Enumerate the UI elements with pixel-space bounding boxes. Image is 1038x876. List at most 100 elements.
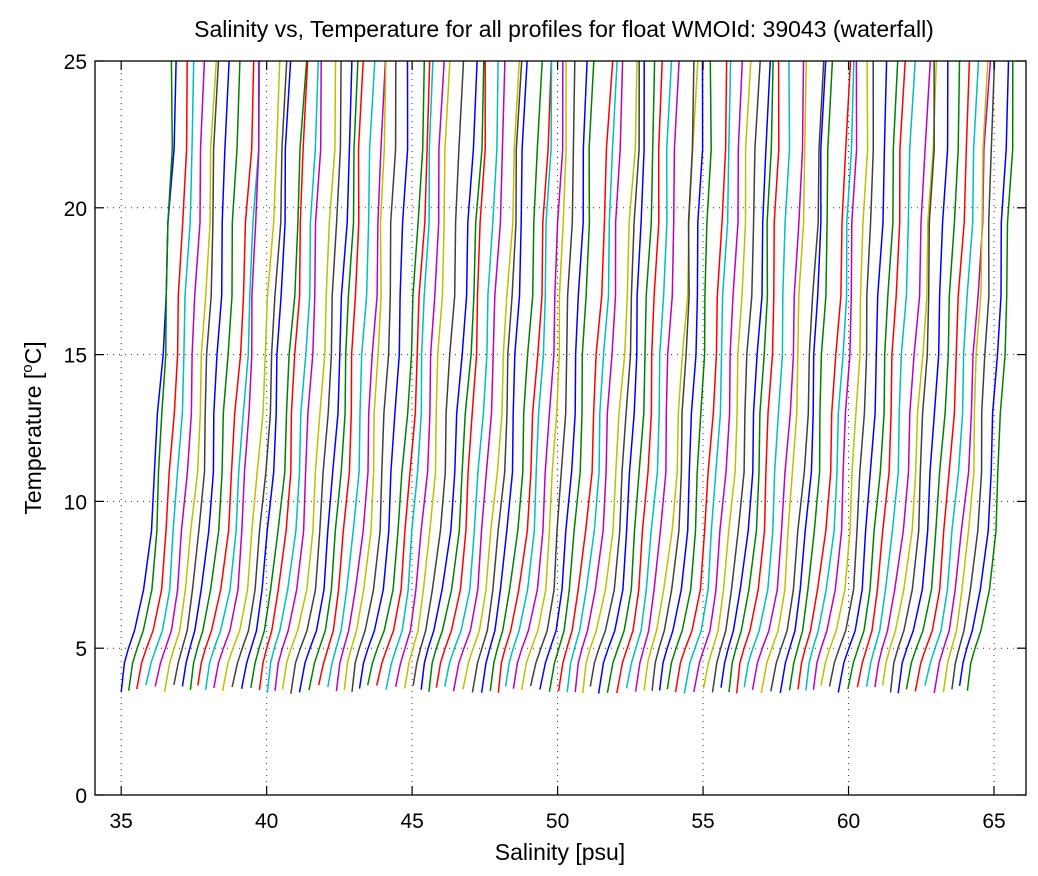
profile-line xyxy=(221,60,281,692)
profile-line xyxy=(136,60,188,690)
profile-line xyxy=(412,60,465,686)
profile-line xyxy=(308,60,359,691)
y-tick-label: 25 xyxy=(64,51,87,74)
profile-line xyxy=(529,60,576,687)
profile-line xyxy=(566,60,618,693)
y-tick-label: 20 xyxy=(64,198,87,221)
profile-line xyxy=(145,60,195,686)
profile-line xyxy=(358,60,409,689)
x-tick-label: 55 xyxy=(691,810,714,833)
profile-line xyxy=(674,60,728,693)
profile-line xyxy=(751,60,805,691)
profile-line xyxy=(658,60,704,691)
profile-line xyxy=(788,60,834,691)
profile-line xyxy=(897,60,949,694)
profile-line xyxy=(735,60,780,694)
profile-line xyxy=(606,60,656,694)
y-tick-label: 0 xyxy=(75,785,87,808)
profile-line xyxy=(651,60,695,691)
profile-line xyxy=(702,60,752,689)
chart-title: Salinity vs, Temperature for all profile… xyxy=(194,16,934,42)
profile-line xyxy=(504,60,553,687)
axis-ticks: 35 40 45 50 55 60 65 0 5 10 15 20 25 xyxy=(64,51,1026,833)
profile-line xyxy=(127,60,174,691)
profile-line xyxy=(204,60,261,691)
profile-line xyxy=(820,60,869,686)
profile-line xyxy=(343,60,387,691)
profile-line xyxy=(173,60,220,686)
profile-line xyxy=(154,60,206,687)
y-axis-title-unit: C] xyxy=(20,341,46,364)
profile-line xyxy=(634,60,680,692)
profile-line xyxy=(213,60,260,689)
profile-line xyxy=(258,60,309,691)
profile-line xyxy=(189,60,241,690)
x-tick-label: 65 xyxy=(982,810,1005,833)
profile-lines xyxy=(120,60,1014,694)
x-tick-label: 40 xyxy=(255,810,278,833)
profile-line xyxy=(683,60,732,694)
profile-line xyxy=(197,60,255,686)
profile-line xyxy=(557,60,614,692)
profile-line xyxy=(512,60,564,689)
profile-line xyxy=(856,60,906,688)
profile-line xyxy=(250,60,308,689)
profile-line xyxy=(589,60,640,687)
y-tick-label: 15 xyxy=(64,345,87,368)
profile-line xyxy=(163,60,218,693)
profile-line xyxy=(335,60,387,692)
profile-line xyxy=(797,60,852,690)
profile-line xyxy=(828,60,875,687)
profile-line xyxy=(720,60,772,688)
profile-line xyxy=(847,60,899,690)
profile-line xyxy=(240,60,292,689)
profile-line xyxy=(403,60,451,689)
x-tick-label: 45 xyxy=(400,810,423,833)
profile-line xyxy=(394,60,445,688)
profile-line xyxy=(351,60,397,692)
profile-line xyxy=(375,60,431,686)
profile-line xyxy=(874,60,932,688)
profile-line xyxy=(443,60,499,687)
profile-line xyxy=(266,60,320,693)
profile-line xyxy=(281,60,337,690)
profile-line xyxy=(770,60,825,692)
grid xyxy=(95,60,1026,796)
profile-line xyxy=(951,60,996,690)
profile-line xyxy=(958,60,1010,686)
x-axis-title: Salinity [psu] xyxy=(495,839,625,865)
profile-line xyxy=(520,60,567,691)
profile-line xyxy=(428,60,485,692)
profile-line xyxy=(480,60,528,693)
profile-line xyxy=(597,60,645,694)
profile-line xyxy=(760,60,808,694)
profile-line xyxy=(805,60,855,691)
y-axis-title-main: Temperature [ xyxy=(20,372,46,515)
profile-line xyxy=(548,60,595,692)
profile-line xyxy=(966,60,1014,691)
profile-line xyxy=(366,60,426,686)
profile-line xyxy=(298,60,353,693)
x-tick-label: 60 xyxy=(837,810,860,833)
profile-line xyxy=(693,60,744,693)
y-axis-title-superscript: o xyxy=(19,364,36,372)
y-tick-label: 5 xyxy=(75,638,87,661)
x-tick-label: 50 xyxy=(546,810,569,833)
y-axis-title: Temperature [oC] xyxy=(19,341,46,514)
profile-line xyxy=(574,60,624,693)
profile-line xyxy=(539,60,588,690)
profile-line xyxy=(274,60,322,691)
profile-line xyxy=(582,60,638,694)
profile-line xyxy=(317,60,364,686)
profile-line xyxy=(914,60,971,692)
profile-line xyxy=(616,60,663,694)
profile-line xyxy=(942,60,989,693)
profile-line xyxy=(837,60,888,693)
profile-line xyxy=(452,60,506,692)
profile-line xyxy=(471,60,523,693)
profile-line xyxy=(497,60,553,693)
profile-line xyxy=(812,60,858,690)
profile-line xyxy=(666,60,712,690)
